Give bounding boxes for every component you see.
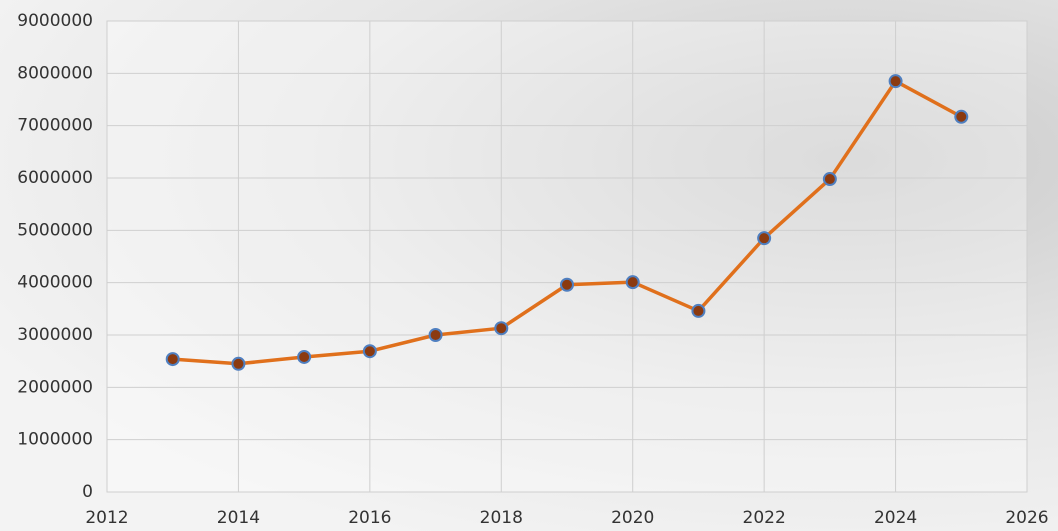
- x-tick-label: 2026: [1005, 508, 1048, 528]
- chart: 0 1000000 2000000 3000000 4000000 5000000 6000…: [0, 0, 1058, 531]
- point-marker: [495, 322, 507, 334]
- y-tick-label: 5000000: [17, 220, 93, 240]
- point-marker: [364, 345, 376, 357]
- point-marker: [758, 232, 770, 244]
- y-tick-label: 4000000: [17, 273, 93, 293]
- y-tick-label: 0: [82, 482, 93, 502]
- point-marker: [561, 279, 573, 291]
- y-tick-label: 3000000: [17, 325, 93, 345]
- point-marker: [890, 75, 902, 87]
- y-tick-label: 9000000: [17, 11, 93, 31]
- x-tick-label: 2016: [348, 508, 391, 528]
- point-marker: [955, 111, 967, 123]
- y-tick-label: 1000000: [17, 430, 93, 450]
- x-tick-label: 2024: [874, 508, 917, 528]
- x-tick-label: 2014: [217, 508, 260, 528]
- x-tick-label: 2012: [85, 508, 128, 528]
- y-tick-label: 6000000: [17, 168, 93, 188]
- x-tick-label: 2022: [743, 508, 786, 528]
- point-marker: [167, 353, 179, 365]
- point-marker: [232, 358, 244, 370]
- point-marker: [692, 305, 704, 317]
- x-tick-label: 2018: [480, 508, 523, 528]
- point-marker: [824, 173, 836, 185]
- y-tick-label: 8000000: [17, 63, 93, 83]
- y-tick-label: 7000000: [17, 116, 93, 136]
- point-marker: [430, 329, 442, 341]
- x-tick-label: 2020: [611, 508, 654, 528]
- y-tick-label: 2000000: [17, 377, 93, 397]
- point-marker: [298, 351, 310, 363]
- point-marker: [627, 276, 639, 288]
- page: 0 1000000 2000000 3000000 4000000 5000000 6000…: [0, 0, 1058, 531]
